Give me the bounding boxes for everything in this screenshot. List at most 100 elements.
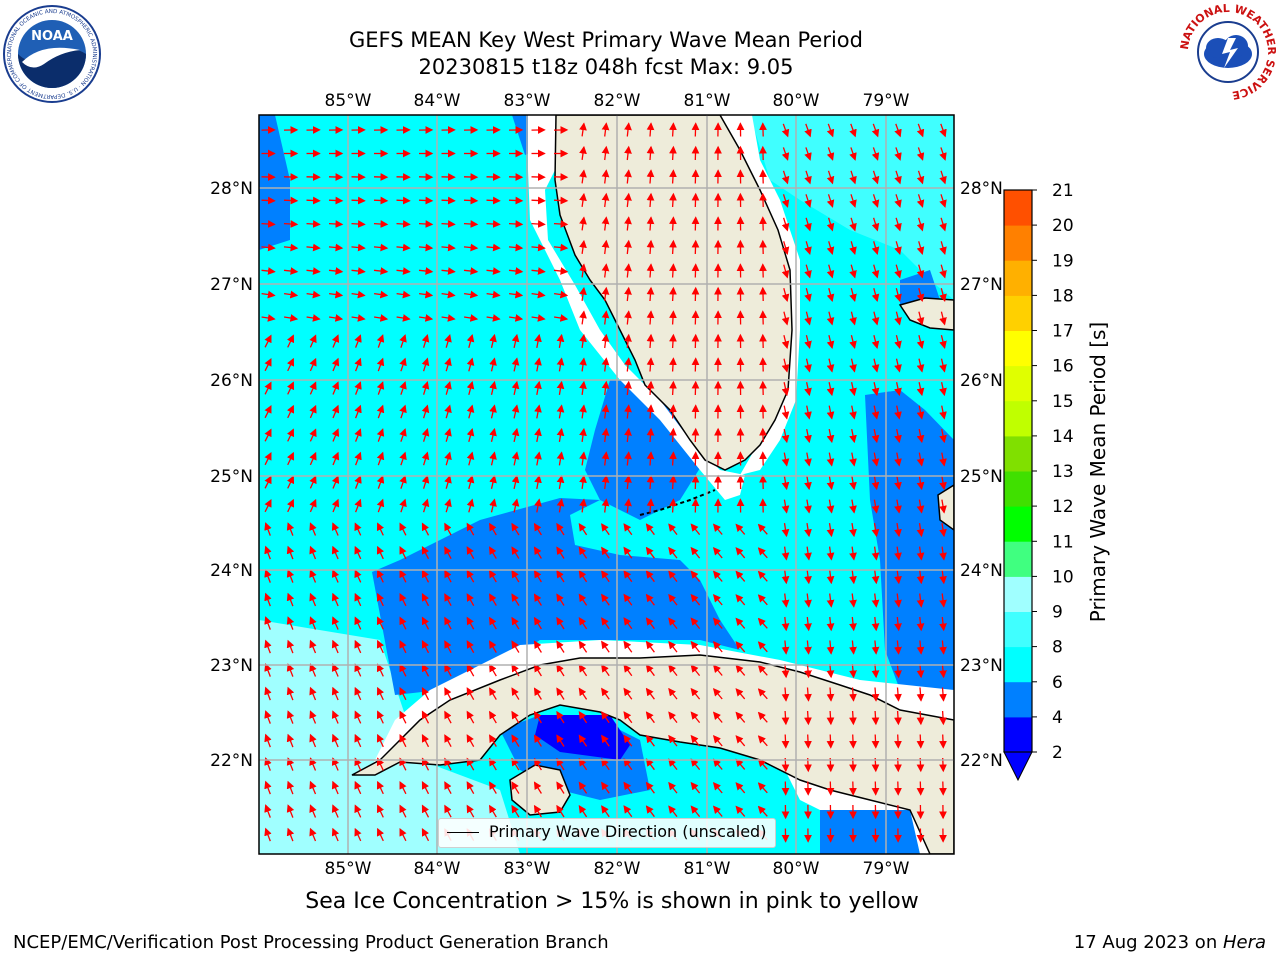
wave-vector bbox=[556, 663, 565, 677]
wave-vector bbox=[757, 805, 768, 817]
wave-vector bbox=[309, 639, 317, 654]
wave-vector bbox=[331, 592, 340, 607]
wave-vector bbox=[354, 404, 362, 419]
wave-vector bbox=[668, 781, 678, 794]
wave-vector bbox=[578, 687, 588, 700]
wave-vector bbox=[601, 593, 610, 606]
wave-vector bbox=[757, 782, 768, 794]
wave-vector bbox=[399, 663, 407, 677]
wave-vector bbox=[354, 663, 362, 677]
wave-vector bbox=[601, 617, 610, 630]
wave-vector bbox=[578, 664, 588, 677]
wave-vector bbox=[261, 243, 276, 252]
wave-vector bbox=[579, 216, 587, 231]
colorbar-tick-label-11: 11 bbox=[1052, 532, 1074, 552]
wave-vector bbox=[804, 687, 812, 702]
wave-vector bbox=[781, 499, 790, 514]
wave-vector bbox=[373, 220, 389, 228]
wave-vector bbox=[826, 123, 835, 138]
wave-vector bbox=[556, 333, 565, 349]
wave-vector bbox=[556, 757, 565, 771]
wave-vector bbox=[826, 640, 835, 655]
wave-vector bbox=[579, 427, 587, 442]
wave-vector bbox=[871, 452, 880, 467]
wave-vector bbox=[624, 263, 632, 278]
wave-vector bbox=[804, 663, 812, 679]
land-cuba bbox=[351, 654, 954, 854]
wave-vector bbox=[624, 451, 632, 466]
wave-vector bbox=[531, 290, 546, 299]
colorbar-tick-label-10: 10 bbox=[1052, 567, 1074, 587]
wave-vector bbox=[511, 546, 520, 559]
wave-vector bbox=[712, 594, 723, 606]
wave-vector bbox=[331, 475, 340, 489]
wave-vector bbox=[399, 381, 407, 395]
wave-vector bbox=[894, 147, 902, 161]
wave-vector bbox=[579, 380, 587, 395]
wave-vector bbox=[399, 710, 407, 724]
wave-vector bbox=[690, 546, 701, 559]
wave-vector bbox=[712, 782, 723, 794]
wave-vector bbox=[690, 805, 701, 818]
wave-vector bbox=[376, 733, 385, 748]
wave-vector bbox=[531, 243, 546, 252]
wave-vector bbox=[781, 687, 790, 702]
wave-vector bbox=[309, 710, 317, 724]
wave-vector bbox=[286, 498, 295, 513]
wave-vector bbox=[871, 593, 880, 608]
wave-vector bbox=[646, 498, 655, 513]
wave-vector bbox=[690, 593, 701, 606]
wave-vector bbox=[421, 687, 430, 701]
wave-vector bbox=[646, 404, 655, 419]
map-legend: Primary Wave Direction (unscaled) bbox=[438, 818, 776, 848]
wave-vector bbox=[556, 522, 565, 536]
lon-label-top-2: 83°W bbox=[504, 91, 551, 111]
wave-vector bbox=[306, 267, 321, 275]
wave-vector bbox=[601, 310, 610, 325]
wave-vector bbox=[579, 474, 587, 489]
wave-vector bbox=[328, 220, 344, 228]
wave-vector bbox=[757, 547, 768, 559]
wave-vector bbox=[309, 451, 317, 466]
wave-vector bbox=[939, 194, 947, 208]
wave-vector bbox=[894, 616, 902, 632]
wave-vector bbox=[690, 523, 701, 536]
wave-vector bbox=[261, 220, 276, 228]
wave-vector bbox=[354, 475, 362, 489]
wave-vector bbox=[916, 475, 925, 491]
wave-vector bbox=[421, 546, 430, 560]
wave-vector bbox=[444, 616, 452, 630]
wave-vector bbox=[646, 145, 655, 161]
wave-vector bbox=[668, 546, 678, 559]
wave-vector bbox=[601, 758, 610, 771]
wave-vector bbox=[466, 569, 475, 583]
wave-vector bbox=[939, 570, 947, 585]
wave-vector bbox=[421, 734, 430, 748]
wave-vector bbox=[331, 733, 340, 748]
wave-vector bbox=[826, 663, 835, 679]
wave-vector bbox=[804, 335, 812, 350]
wave-vector bbox=[781, 452, 790, 467]
wave-vector bbox=[399, 451, 407, 466]
colorbar-tick-label-8: 8 bbox=[1052, 638, 1063, 658]
colorbar-extend-triangle bbox=[1003, 751, 1033, 782]
wave-vector bbox=[804, 241, 812, 255]
wave-vector bbox=[871, 123, 880, 138]
wave-vector bbox=[306, 290, 321, 299]
wave-vector bbox=[939, 546, 947, 561]
wave-vector bbox=[669, 451, 677, 466]
wave-vector bbox=[601, 734, 610, 747]
wave-vector bbox=[757, 523, 768, 535]
wave-vector bbox=[354, 710, 362, 724]
wave-vector bbox=[354, 804, 362, 818]
wave-vector bbox=[399, 569, 407, 583]
wave-vector bbox=[601, 474, 610, 490]
wave-vector bbox=[444, 498, 452, 513]
wave-vector bbox=[894, 123, 902, 138]
wave-vector bbox=[849, 147, 857, 161]
wave-vector bbox=[466, 616, 475, 630]
wave-vector bbox=[466, 333, 475, 348]
wave-vector bbox=[354, 498, 362, 513]
wave-vector bbox=[601, 451, 610, 466]
wave-vector bbox=[939, 311, 947, 326]
